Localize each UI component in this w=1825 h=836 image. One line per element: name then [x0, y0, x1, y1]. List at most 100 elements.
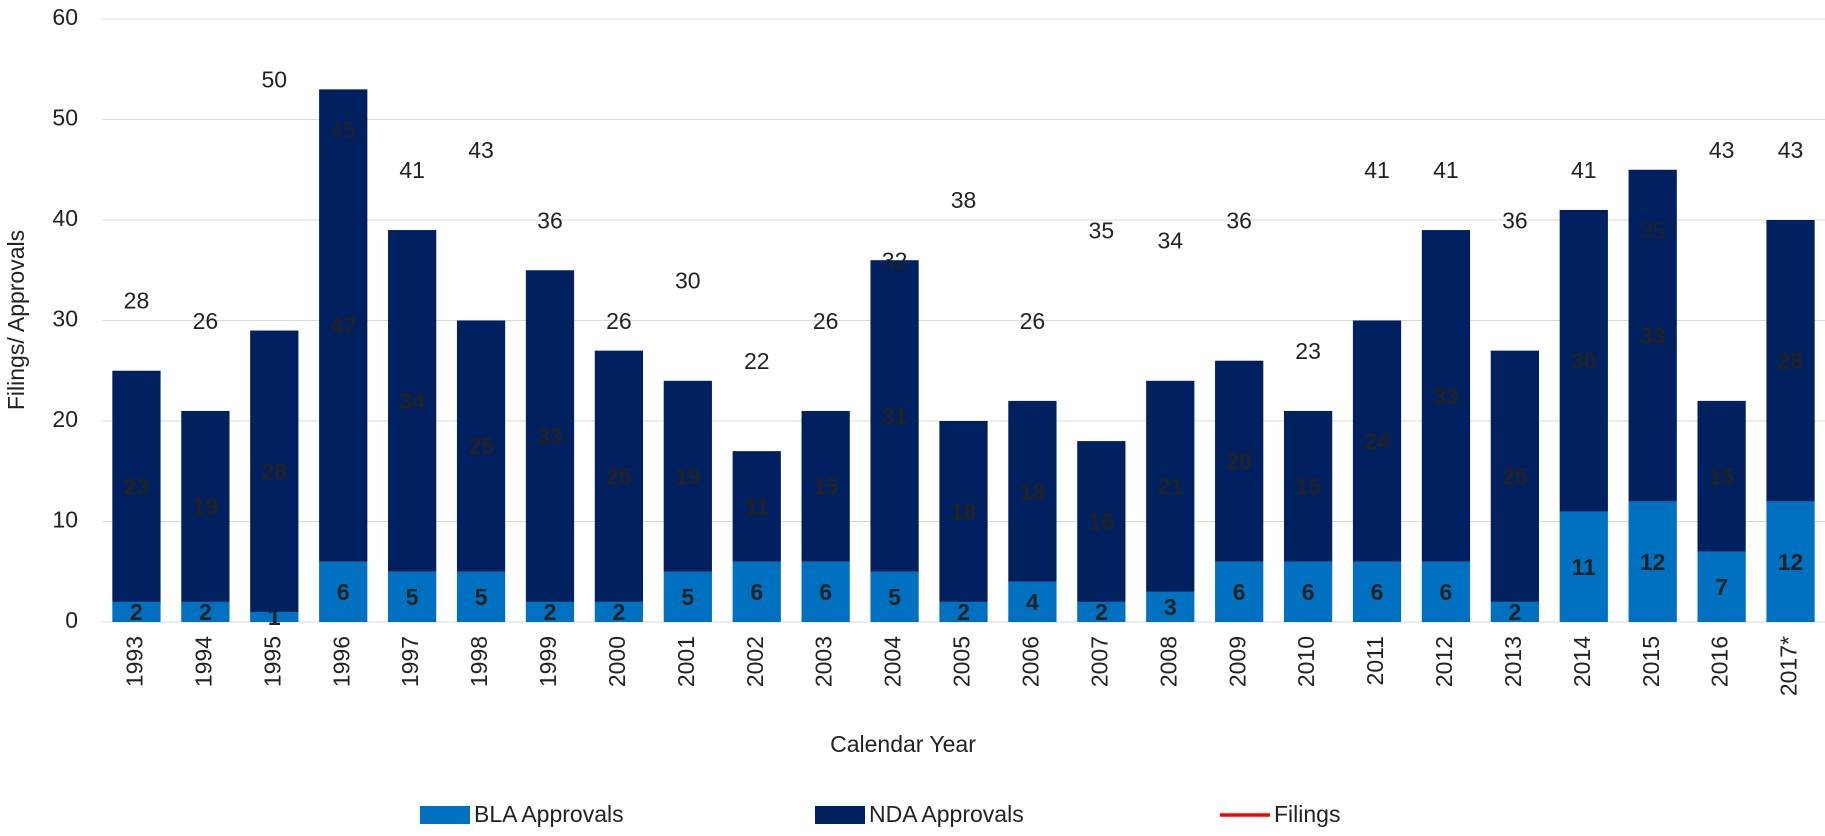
legend-swatch	[815, 806, 865, 824]
data-label: 45	[330, 117, 356, 143]
bar-segment	[1215, 360, 1264, 562]
x-tick-label: 2014	[1569, 636, 1595, 687]
data-label: 23	[1295, 338, 1321, 364]
data-label: 34	[1157, 227, 1183, 253]
data-label: 30	[1571, 348, 1597, 374]
bar-segment	[663, 571, 712, 622]
bar-segment	[1008, 581, 1057, 622]
x-tick-label: 2008	[1155, 636, 1181, 687]
data-label: 26	[1020, 308, 1046, 334]
data-label: 5	[406, 584, 419, 610]
bar-segment	[1077, 601, 1126, 622]
bar-segment	[1559, 209, 1608, 512]
data-label: 33	[537, 423, 563, 449]
bar-segment	[456, 571, 506, 622]
data-label: 2	[199, 599, 212, 625]
x-tick-label: 2000	[604, 636, 630, 687]
data-label: 50	[262, 67, 288, 93]
data-label: 24	[1364, 428, 1390, 454]
data-label: 2	[544, 599, 557, 625]
data-label: 26	[813, 308, 839, 334]
bar-segment	[525, 601, 575, 622]
x-tick-label: 1993	[122, 636, 148, 687]
y-axis-label: Filings/ Approvals	[3, 230, 29, 410]
y-tick-label: 20	[52, 406, 78, 432]
x-tick-label: 2016	[1707, 636, 1733, 687]
bar-segment	[456, 320, 506, 572]
bar-segment	[732, 561, 781, 622]
y-tick-label: 30	[52, 306, 78, 332]
data-label: 2	[1508, 599, 1521, 625]
bar-segment	[1697, 400, 1746, 552]
x-tick-label: 1994	[190, 636, 216, 687]
bar-segment	[181, 410, 230, 602]
data-label: 25	[1502, 463, 1528, 489]
data-label: 36	[537, 207, 563, 233]
bar-segment	[250, 611, 299, 622]
data-label: 15	[1709, 463, 1735, 489]
data-label: 31	[882, 403, 908, 429]
data-label: 5	[888, 584, 901, 610]
bar-segment	[1352, 561, 1402, 622]
data-label: 16	[1089, 509, 1115, 535]
bar-segment	[801, 410, 850, 562]
data-label: 7	[1715, 574, 1728, 600]
y-tick-label: 0	[65, 607, 78, 633]
data-label: 33	[1640, 323, 1666, 349]
x-tick-label: 2017*	[1776, 636, 1802, 696]
data-label: 43	[1778, 137, 1804, 163]
bar-segment	[388, 571, 437, 622]
data-label: 35	[1640, 217, 1666, 243]
y-tick-label: 10	[52, 507, 78, 533]
data-label: 32	[882, 247, 908, 273]
bar-segment	[1490, 601, 1539, 622]
bar-segment	[1008, 400, 1057, 582]
data-label: 28	[124, 288, 150, 314]
bar-segment	[1559, 511, 1608, 622]
data-label: 6	[1302, 579, 1315, 605]
legend-swatch	[420, 806, 470, 824]
data-label: 6	[1440, 579, 1453, 605]
x-tick-label: 1999	[535, 636, 561, 687]
bar-segment	[663, 380, 712, 572]
data-label: 2	[957, 599, 970, 625]
data-label: 28	[262, 458, 288, 484]
data-label: 6	[337, 579, 350, 605]
x-tick-label: 2009	[1224, 636, 1250, 687]
bar-segment	[1146, 591, 1195, 622]
data-label: 2	[613, 599, 626, 625]
data-label: 41	[1571, 157, 1597, 183]
bar-segment	[1421, 561, 1471, 622]
data-label: 19	[193, 494, 219, 520]
data-label: 23	[124, 473, 150, 499]
data-label: 6	[1371, 579, 1384, 605]
bar-segment	[112, 370, 161, 602]
x-tick-label: 2006	[1017, 636, 1043, 687]
legend-label: NDA Approvals	[869, 801, 1024, 827]
data-label: 38	[951, 187, 977, 213]
data-label: 25	[468, 433, 494, 459]
data-label: 18	[951, 499, 977, 525]
bar-segment	[1628, 169, 1677, 502]
bar-segment	[1628, 501, 1677, 622]
bar-segment	[870, 260, 919, 572]
bar-segment	[594, 350, 644, 602]
bar-segment	[1077, 441, 1126, 602]
bar-segment	[250, 330, 299, 612]
bar-segment	[1215, 561, 1264, 622]
x-tick-label: 1995	[259, 636, 285, 687]
data-label: 3	[1164, 594, 1177, 620]
x-tick-label: 2013	[1500, 636, 1526, 687]
data-label: 26	[606, 308, 632, 334]
data-label: 12	[1778, 549, 1804, 575]
data-label: 21	[1157, 473, 1183, 499]
data-label: 41	[1433, 157, 1459, 183]
x-tick-label: 2012	[1431, 636, 1457, 687]
data-label: 5	[681, 584, 694, 610]
data-label: 41	[1364, 157, 1390, 183]
data-label: 4	[1026, 589, 1039, 615]
bar-segment	[181, 601, 230, 622]
bar-segment	[1352, 320, 1402, 562]
data-label: 30	[675, 268, 701, 294]
x-tick-label: 1996	[328, 636, 354, 687]
